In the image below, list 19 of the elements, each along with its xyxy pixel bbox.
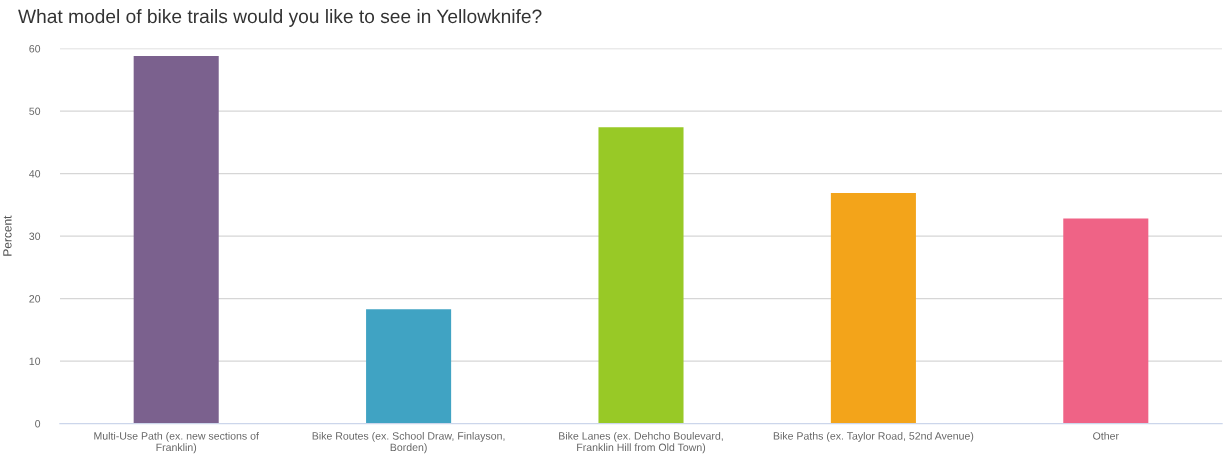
x-tick-label: Other — [1093, 431, 1119, 440]
x-tick-label: Bike Paths (ex. Taylor Road, 52nd Avenue) — [773, 431, 974, 442]
bar — [830, 192, 916, 424]
chart-title: What model of bike trails would you like to see in Yellowknife? — [18, 9, 542, 27]
y-tick-label: 0 — [35, 420, 41, 428]
x-tick-label: Bike Routes (ex. School Draw, Finlayson, Borden) — [312, 431, 505, 454]
bar — [598, 127, 684, 424]
bar — [366, 309, 452, 424]
y-tick-label: 20 — [29, 295, 41, 303]
y-axis-title: Percent — [3, 215, 12, 256]
x-tick-label: Bike Lanes (ex. Dehcho Boulevard, Franklin Hill from Old Town) — [559, 431, 723, 454]
y-tick-label: 10 — [29, 357, 41, 366]
bar — [133, 56, 219, 424]
x-tick-label: Multi-Use Path (ex. new sections of Franklin) — [94, 431, 259, 454]
bar — [1063, 218, 1149, 424]
y-tick-label: 30 — [29, 232, 41, 241]
y-tick-label: 40 — [29, 170, 41, 178]
y-tick-label: 50 — [29, 107, 41, 116]
y-tick-label: 60 — [29, 45, 41, 53]
